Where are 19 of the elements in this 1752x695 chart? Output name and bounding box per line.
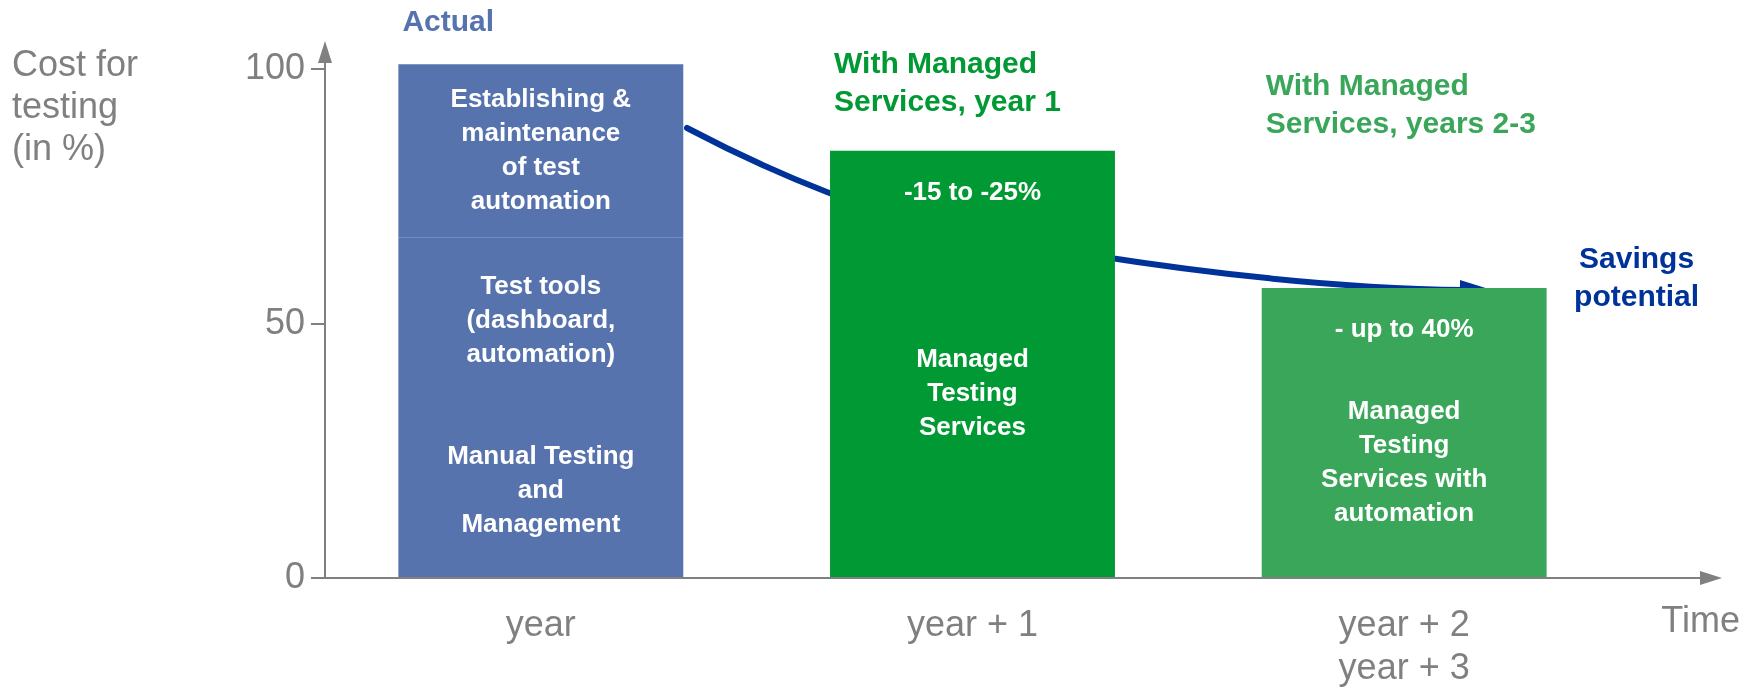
text: Actual [402,4,495,38]
y-axis-title: Cost for testing (in %) [12,42,139,168]
annotation: - up to 40% [1334,313,1474,344]
series-label: Manual Testing and Management [447,440,635,539]
annotation: -15 to -25% [903,175,1042,206]
annotation: With Managed Services, year 1 [834,46,1061,118]
series-label: Managed Testing Services [916,343,1029,442]
annotation: Savings potential [1574,241,1700,313]
series-label: Managed Testing Services with automation [1321,394,1488,527]
y-tick-label: 50 [264,300,305,342]
x-axis-title: Time [1661,598,1740,640]
x-tick-label: year [505,602,576,644]
y-tick-label: 100 [244,46,305,88]
y-tick-label: 0 [284,554,305,596]
series-label: Test tools (dashboard, automation) [466,270,616,369]
x-tick-label: year + 1 [906,602,1039,644]
series-label: Establishing & maintenance of test automation [450,82,632,215]
annotation: With Managed Services, years 2-3 [1265,68,1536,140]
x-tick-label: year + 2 year + 3 [1338,602,1470,687]
